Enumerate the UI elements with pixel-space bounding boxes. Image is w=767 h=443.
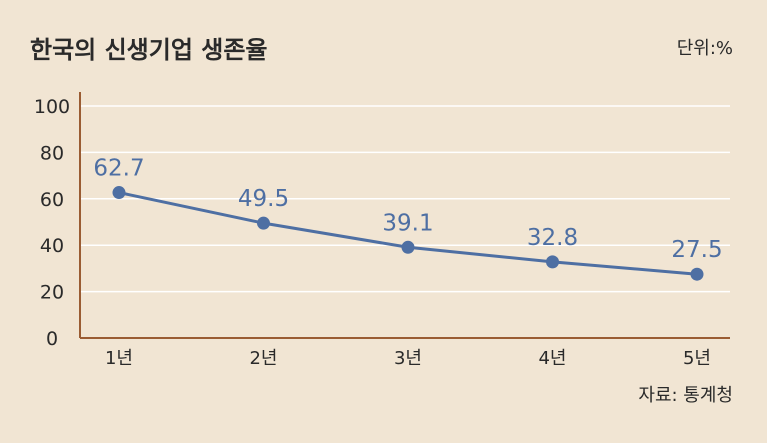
y-tick-label: 80 (40, 142, 64, 164)
y-axis-ticks: 0 20 40 60 80 100 (34, 96, 70, 350)
y-tick-label: 60 (40, 189, 64, 211)
x-tick-label: 5년 (683, 348, 711, 369)
x-tick-label: 4년 (538, 348, 566, 369)
source-label: 자료: 통계청 (638, 385, 733, 406)
data-points (112, 186, 704, 281)
x-axis-ticks: 1년 2년 3년 4년 5년 (105, 348, 711, 369)
data-point (690, 267, 704, 281)
data-label: 27.5 (671, 237, 722, 263)
y-tick-label: 40 (40, 235, 64, 257)
data-label: 62.7 (93, 156, 144, 182)
data-label: 39.1 (382, 210, 433, 236)
data-point (112, 186, 126, 200)
data-label: 32.8 (527, 225, 578, 251)
data-label: 49.5 (238, 186, 289, 212)
axes (79, 92, 730, 339)
data-point (257, 216, 270, 230)
unit-label: 단위:% (676, 38, 733, 59)
y-tick-label: 100 (34, 96, 70, 118)
x-tick-label: 2년 (249, 348, 277, 369)
x-tick-label: 3년 (394, 348, 422, 369)
y-tick-label: 20 (40, 282, 64, 304)
data-point (401, 240, 415, 254)
chart-title: 한국의 신생기업 생존율 (30, 36, 268, 64)
y-tick-label: 0 (46, 328, 58, 350)
data-point (546, 255, 559, 269)
x-tick-label: 1년 (105, 348, 133, 369)
data-labels: 62.7 49.5 39.1 32.8 27.5 (93, 156, 722, 264)
grid-lines (80, 105, 730, 293)
